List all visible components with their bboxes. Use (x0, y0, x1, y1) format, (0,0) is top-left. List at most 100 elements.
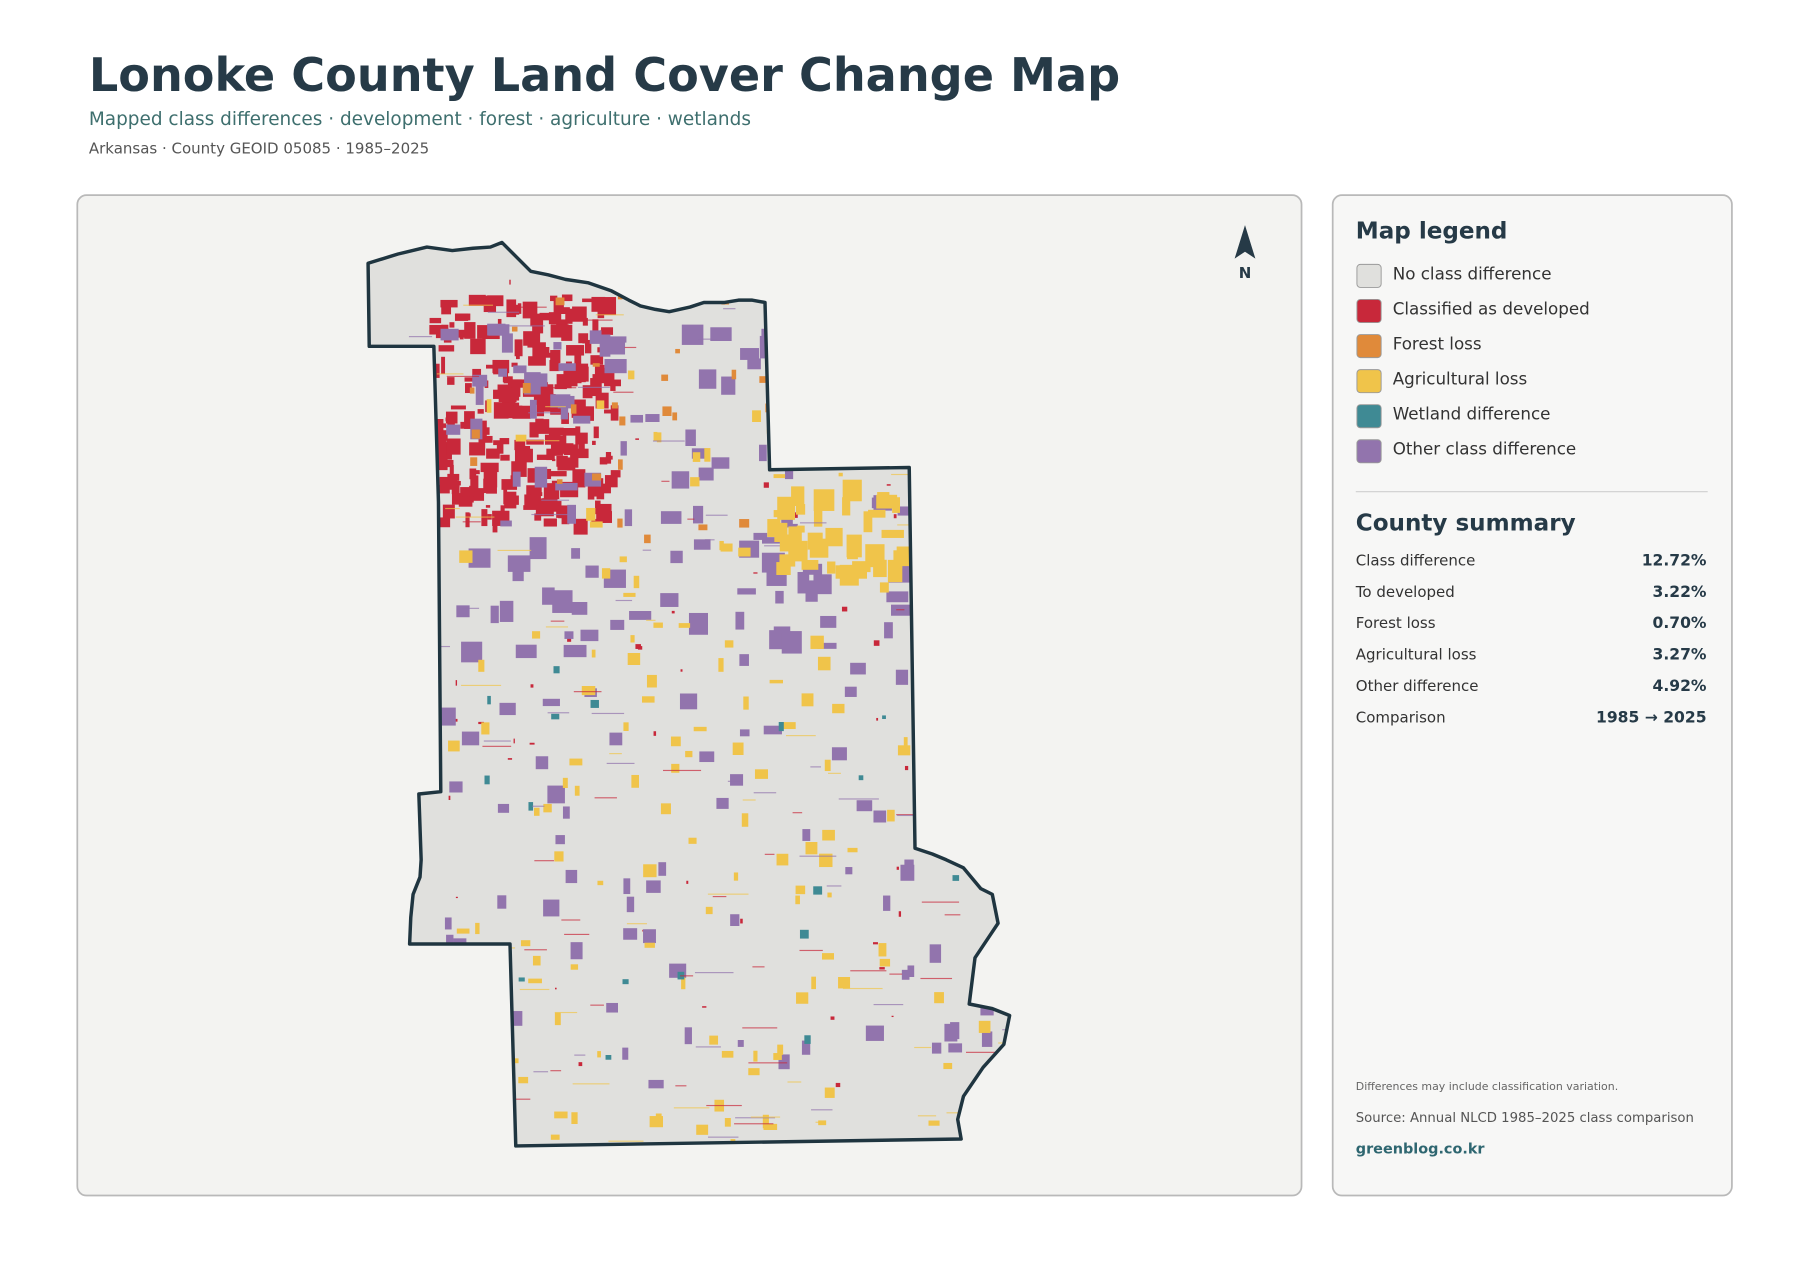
change-patch (863, 511, 873, 533)
summary-value: 3.22% (1653, 583, 1707, 601)
change-line (850, 970, 887, 972)
change-patch (564, 631, 574, 639)
change-patch (456, 928, 470, 934)
change-patch (825, 527, 843, 547)
change-line (705, 514, 728, 516)
change-line (694, 972, 734, 974)
change-patch (763, 725, 782, 735)
change-patch (762, 1114, 769, 1129)
change-patch (693, 505, 704, 524)
change-patch (769, 630, 783, 650)
legend-swatch (1356, 334, 1382, 359)
change-patch (529, 399, 537, 419)
change-patch (596, 400, 605, 409)
change-patch (738, 547, 751, 557)
change-patch (609, 732, 623, 746)
change-patch (741, 813, 749, 827)
change-patch (487, 323, 506, 336)
change-line (463, 304, 494, 306)
change-patch (456, 605, 470, 618)
change-line (554, 1011, 578, 1014)
change-patch (562, 777, 568, 788)
change-patch (671, 471, 690, 489)
change-patch (528, 356, 546, 366)
change-line (487, 311, 520, 313)
change-patch (813, 489, 835, 511)
change-patch (526, 439, 544, 445)
change-patch (566, 345, 585, 356)
change-patch (550, 405, 566, 415)
change-patch (886, 591, 909, 603)
legend-label: Wetland difference (1393, 404, 1551, 424)
change-patch (457, 329, 473, 338)
change-patch (552, 458, 556, 462)
change-patch (704, 448, 711, 462)
change-patch (626, 896, 635, 913)
north-arrow (1234, 225, 1256, 259)
change-patch (555, 297, 565, 306)
change-patch (847, 847, 858, 853)
change-patch (440, 299, 458, 308)
change-line (483, 740, 511, 742)
change-line (723, 308, 736, 310)
change-patch (929, 944, 942, 963)
change-patch (762, 537, 782, 544)
change-patch (561, 324, 573, 341)
change-line (531, 513, 571, 516)
change-line (753, 792, 777, 794)
change-patch (509, 393, 515, 409)
change-patch (569, 758, 583, 766)
change-patch (724, 640, 734, 648)
change-patch (850, 662, 866, 675)
change-patch (573, 518, 588, 535)
change-patch (497, 384, 512, 392)
change-patch (464, 377, 479, 382)
change-patch (948, 1043, 963, 1053)
change-patch (731, 369, 737, 380)
change-line (828, 772, 841, 774)
change-patch (459, 315, 465, 318)
change-line (533, 1071, 549, 1073)
change-line (497, 549, 532, 551)
change-patch (589, 521, 603, 528)
change-patch (599, 503, 612, 513)
change-patch (542, 587, 555, 605)
change-patch (518, 977, 525, 982)
change-patch (852, 561, 867, 579)
footer-site[interactable]: greenblog.co.kr (1356, 1141, 1486, 1157)
change-patch (578, 1062, 583, 1067)
change-patch (610, 385, 616, 391)
change-patch (831, 747, 847, 761)
change-patch (534, 466, 548, 488)
change-patch (876, 717, 879, 721)
change-patch (592, 319, 599, 334)
change-patch (591, 518, 606, 523)
legend-swatch (1356, 439, 1382, 464)
change-line (573, 691, 602, 693)
change-patch (475, 384, 484, 405)
change-patch (472, 374, 488, 387)
change-patch (511, 379, 529, 388)
change-patch (810, 635, 824, 649)
change-patch (777, 1044, 784, 1055)
change-patch (670, 736, 681, 747)
change-patch (442, 504, 455, 519)
change-patch (438, 345, 455, 352)
change-patch (753, 572, 758, 574)
change-patch (710, 327, 732, 341)
change-patch (490, 605, 499, 624)
change-patch (776, 853, 789, 866)
change-line (577, 319, 613, 321)
change-patch (441, 324, 449, 330)
change-patch (671, 763, 680, 773)
change-patch (795, 895, 800, 905)
change-patch (807, 532, 823, 550)
change-patch (865, 1025, 884, 1041)
change-line (735, 1117, 776, 1119)
summary-label: Other difference (1356, 677, 1479, 695)
change-line (896, 609, 905, 611)
change-patch (900, 864, 915, 881)
change-patch (737, 1040, 744, 1047)
change-patch (592, 473, 602, 481)
change-patch (795, 504, 806, 515)
